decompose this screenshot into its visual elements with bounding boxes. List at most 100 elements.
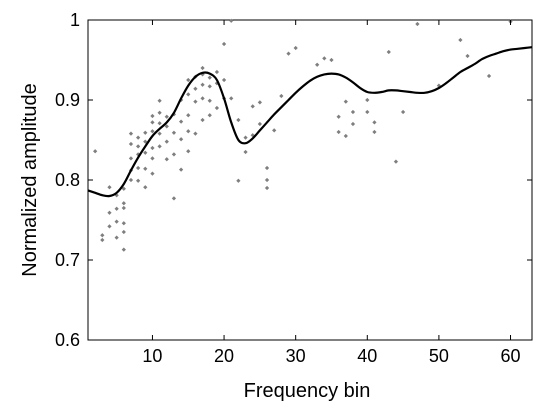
- scatter-point: [186, 92, 191, 97]
- y-axis-ticks: 0.6 0.7 0.8 0.9 1: [55, 10, 532, 350]
- scatter-point: [186, 129, 191, 134]
- y-tick-label: 1: [70, 10, 80, 30]
- scatter-point: [100, 233, 105, 238]
- scatter-point: [178, 137, 184, 142]
- y-tick-label: 0.7: [55, 250, 80, 270]
- scatter-point: [150, 156, 155, 161]
- scatter-point: [193, 86, 198, 91]
- scatter-point: [214, 105, 220, 111]
- fitted-curve: [87, 46, 533, 198]
- scatter-point: [372, 129, 377, 135]
- scatter-point: [243, 135, 248, 140]
- scatter-point: [164, 114, 169, 119]
- x-tick-label: 20: [214, 346, 234, 366]
- scatter-point: [171, 152, 177, 157]
- scatter-point: [264, 185, 270, 191]
- scatter-point: [121, 201, 126, 206]
- x-tick-label: 60: [501, 346, 521, 366]
- scatter-point: [164, 124, 169, 129]
- scatter-point: [200, 65, 205, 71]
- scatter-point: [150, 129, 155, 134]
- y-tick-label: 0.9: [55, 90, 80, 110]
- x-tick-label: 40: [357, 346, 377, 366]
- scatter-point: [157, 131, 162, 136]
- scatter-point: [343, 133, 348, 139]
- scatter-point: [150, 171, 155, 176]
- scatter-point: [178, 119, 184, 124]
- scatter-point: [107, 185, 112, 190]
- scatter-point: [143, 130, 148, 135]
- x-tick-label: 50: [429, 346, 449, 366]
- scatter-point: [336, 129, 341, 135]
- scatter-point: [121, 229, 126, 235]
- x-tick-label: 30: [286, 346, 306, 366]
- scatter-point: [157, 144, 162, 149]
- scatter-point: [121, 205, 126, 211]
- scatter-point: [186, 149, 191, 154]
- scatter-point: [200, 82, 205, 87]
- scatter-point: [143, 150, 148, 155]
- scatter-point: [171, 196, 177, 201]
- scatter-point: [128, 141, 134, 147]
- scatter-point: [200, 96, 205, 101]
- scatter-point: [264, 177, 270, 183]
- scatter-point: [114, 206, 119, 211]
- scatter-point: [243, 149, 248, 155]
- scatter-point: [221, 41, 227, 47]
- scatter-point: [121, 247, 126, 252]
- y-axis-label: Normalized amplitude: [19, 83, 41, 276]
- scatter-point: [207, 75, 212, 80]
- scatter-point: [229, 18, 234, 23]
- scatter-point: [250, 104, 255, 109]
- scatter-point: [207, 84, 212, 89]
- scatter-point: [157, 110, 162, 115]
- scatter-point: [393, 159, 399, 164]
- scatter-point: [114, 235, 119, 240]
- scatter-point: [107, 210, 112, 215]
- scatter-point: [121, 186, 126, 191]
- scatter-point: [143, 185, 148, 190]
- scatter-point: [171, 130, 177, 135]
- scatter-point: [136, 178, 141, 183]
- scatter-point: [150, 145, 155, 151]
- scatter-point: [136, 144, 141, 149]
- scatter-point: [207, 113, 212, 118]
- scatter-point: [100, 237, 105, 243]
- scatter-point: [236, 117, 241, 123]
- scatter-point: [150, 113, 155, 119]
- scatter-point: [193, 99, 198, 104]
- scatter-point: [143, 166, 148, 171]
- scatter-point: [186, 77, 191, 83]
- scatter-point: [236, 178, 241, 183]
- scatter-point: [186, 113, 191, 118]
- scatter-point: [121, 221, 126, 226]
- scatter-point: [200, 117, 205, 123]
- scatter-point: [229, 96, 234, 101]
- scatter-point: [272, 128, 277, 133]
- x-tick-label: 10: [142, 346, 162, 366]
- scatter-point: [221, 77, 227, 83]
- scatter-point: [114, 219, 119, 224]
- scatter-point: [164, 157, 169, 162]
- scatter-point: [128, 131, 134, 136]
- scatter-point: [207, 98, 212, 103]
- scatter-point: [164, 139, 169, 144]
- x-axis-ticks: 10 20 30 40 50 60: [142, 20, 521, 366]
- scatter-point: [107, 224, 112, 229]
- scatter-point: [143, 139, 148, 144]
- scatter-point: [136, 135, 141, 140]
- scatter-point: [157, 98, 162, 103]
- scatter-point: [178, 167, 184, 172]
- y-tick-label: 0.8: [55, 170, 80, 190]
- x-axis-label: Frequency bin: [244, 380, 371, 402]
- scatter-point: [136, 165, 141, 171]
- scatter-point: [214, 69, 220, 75]
- scatter-point: [264, 165, 270, 171]
- scatter-point: [128, 177, 134, 183]
- scatter-point: [193, 131, 198, 136]
- scatter-point: [150, 120, 155, 125]
- scatter-point: [93, 149, 98, 154]
- scatter-point: [157, 121, 162, 126]
- scatter-point: [128, 156, 134, 161]
